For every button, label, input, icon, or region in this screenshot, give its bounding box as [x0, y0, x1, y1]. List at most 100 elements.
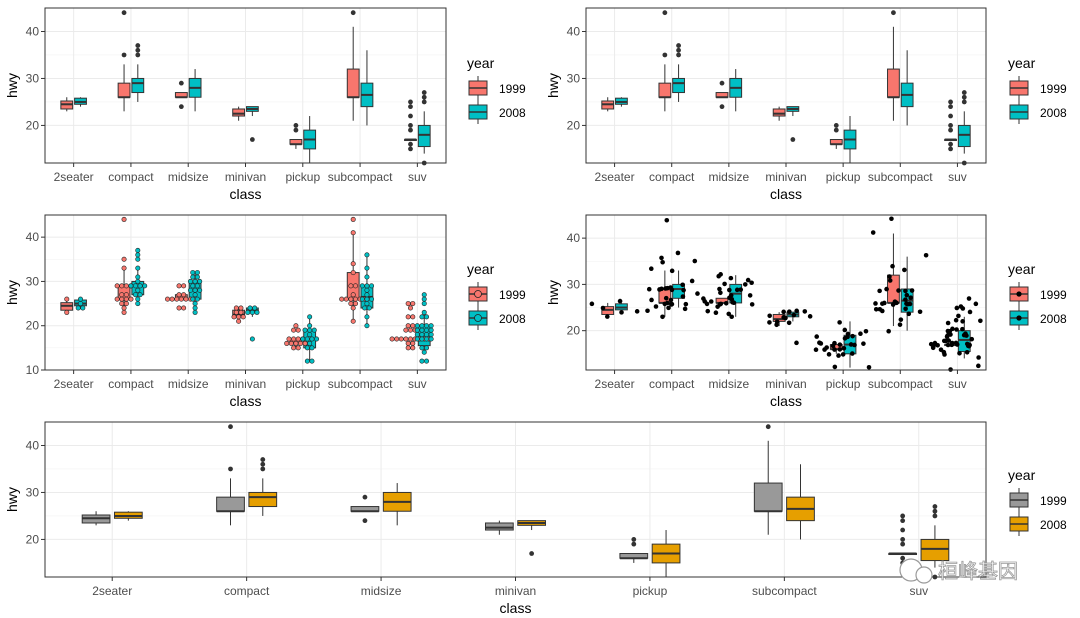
- legend-title: year: [1008, 261, 1036, 277]
- dot-pickup-2008: [307, 327, 313, 333]
- jitter-point: [889, 216, 894, 222]
- jitter-point: [896, 288, 901, 293]
- jitter-point: [906, 311, 912, 317]
- jitter-point: [745, 277, 751, 283]
- dot-midsize-2008: [192, 287, 198, 293]
- dot-midsize-2008: [192, 292, 198, 298]
- dot-minivan-2008: [252, 305, 258, 311]
- dot-subcompact-1999: [350, 216, 356, 222]
- outlier-point: [408, 123, 413, 128]
- dot-compact-2008: [135, 287, 141, 293]
- y-tick-label: 20: [26, 532, 40, 546]
- jitter-point: [960, 319, 965, 324]
- outlier-point: [178, 80, 184, 86]
- dot-subcompact-1999: [352, 296, 358, 302]
- box-minivan-1999: [232, 108, 246, 117]
- dot-suv-2008: [419, 327, 425, 333]
- jitter-point: [832, 364, 838, 370]
- dot-pickup-1999: [295, 336, 301, 342]
- jitter-point: [659, 255, 664, 261]
- dot-pickup-2008: [300, 336, 306, 342]
- outlier-point: [833, 123, 839, 128]
- dot-suv-2008: [421, 292, 427, 298]
- y-tick-label: 40: [26, 230, 40, 244]
- box-compact-2008: [672, 77, 685, 94]
- dot-subcompact-2008: [364, 252, 370, 258]
- jitter-point: [917, 309, 923, 315]
- jitter-point: [903, 297, 908, 302]
- dot-minivan-2008: [254, 309, 260, 315]
- dot-midsize-2008: [197, 287, 203, 293]
- dot-compact-2008: [135, 296, 141, 302]
- jitter-point: [660, 314, 665, 320]
- legend: year 1999 2008: [1008, 467, 1067, 536]
- outlier-point: [408, 99, 413, 105]
- dot-midsize-2008: [190, 270, 196, 276]
- jitter-point: [663, 295, 669, 301]
- dot-pickup-2008: [307, 340, 313, 346]
- dot-subcompact-1999: [348, 296, 354, 302]
- dot-suv-2008: [419, 358, 425, 364]
- jitter-point: [902, 267, 907, 273]
- jitter-point: [807, 314, 813, 319]
- dot-compact-2008: [135, 247, 141, 253]
- dot-midsize-1999: [178, 296, 184, 302]
- outlier-point: [421, 99, 427, 105]
- dot-suv-2008: [424, 327, 430, 333]
- dot-subcompact-2008: [364, 301, 370, 307]
- dot-subcompact-1999: [348, 301, 354, 307]
- outlier-point: [948, 104, 953, 110]
- dot-pickup-2008: [307, 314, 313, 320]
- dot-suv-1999: [389, 336, 395, 342]
- legend-label-2008: 2008: [1040, 312, 1067, 326]
- box-compact-1999: [216, 496, 245, 512]
- jitter-point: [742, 282, 748, 287]
- dot-compact-2008: [135, 252, 141, 258]
- outlier-point: [121, 10, 127, 16]
- dot-subcompact-1999: [350, 292, 356, 298]
- dot-suv-1999: [410, 340, 416, 346]
- dot-compact-1999: [123, 292, 129, 298]
- y-tick-label: 40: [26, 438, 40, 452]
- outlier-point: [135, 47, 141, 53]
- x-axis-title: class: [230, 393, 262, 409]
- dot-subcompact-1999: [350, 230, 356, 236]
- jitter-point: [973, 301, 979, 307]
- dot-suv-2008: [419, 336, 425, 342]
- jitter-point: [954, 327, 959, 332]
- dot-compact-1999: [121, 265, 127, 271]
- x-tick-label: 2seater: [595, 377, 635, 391]
- jitter-point: [681, 287, 686, 293]
- dot-pickup-1999: [286, 336, 292, 342]
- dot-suv-1999: [410, 323, 416, 329]
- jitter-point: [824, 345, 829, 350]
- jitter-point: [813, 347, 819, 352]
- jitter-point: [749, 302, 755, 307]
- dot-suv-2008: [414, 323, 420, 329]
- outlier-point: [228, 466, 233, 472]
- jitter-point: [728, 293, 734, 298]
- outlier-point: [228, 424, 233, 430]
- x-tick-label: compact: [649, 377, 695, 391]
- legend-label-1999: 1999: [1040, 288, 1067, 302]
- jitter-point: [928, 341, 934, 347]
- jitter-point: [863, 328, 869, 334]
- outlier-point: [961, 90, 967, 95]
- dot-minivan-1999: [238, 309, 244, 315]
- dot-midsize-2008: [194, 274, 200, 280]
- jitter-point: [932, 340, 938, 346]
- dot-suv-2008: [419, 323, 425, 329]
- dot-pickup-1999: [291, 345, 297, 351]
- dot-subcompact-2008: [366, 305, 372, 311]
- dot-midsize-2008: [194, 283, 200, 289]
- x-tick-label: 2seater: [595, 170, 635, 184]
- y-tick-label: 40: [567, 231, 581, 245]
- x-tick-label: minivan: [225, 170, 266, 184]
- y-tick-label: 30: [567, 277, 581, 291]
- outlier-point: [765, 424, 771, 430]
- dot-compact-1999: [128, 296, 134, 302]
- watermark-text: 桓峰基因: [938, 560, 1018, 583]
- jitter-point: [660, 259, 665, 265]
- jitter-point: [682, 306, 688, 312]
- outlier-point: [891, 10, 896, 16]
